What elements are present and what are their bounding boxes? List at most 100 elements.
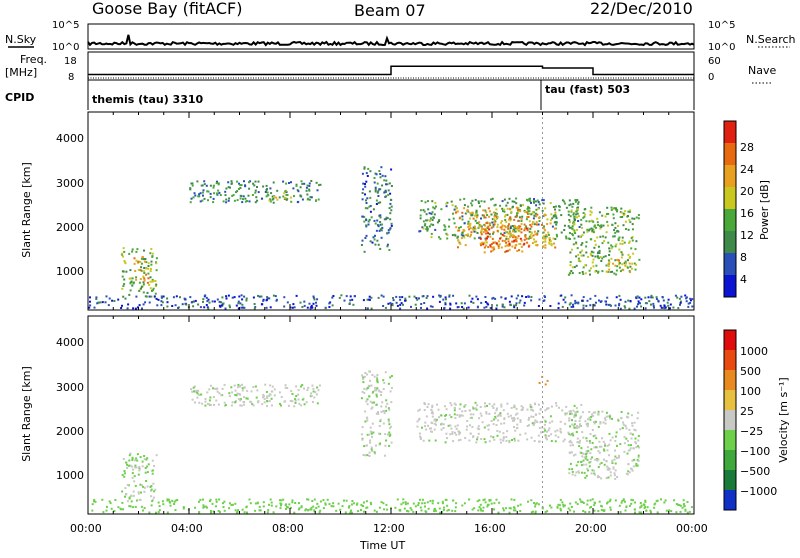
- scatter-cell: [155, 297, 158, 300]
- scatter-cell: [132, 490, 135, 493]
- scatter-cell: [643, 503, 646, 506]
- scatter-cell: [404, 299, 406, 302]
- power-ytick-3000: 3000: [56, 177, 84, 190]
- scatter-cell: [515, 206, 518, 209]
- scatter-cell: [200, 184, 203, 187]
- scatter-cell: [142, 283, 145, 286]
- scatter-cell: [535, 221, 538, 224]
- scatter-cell: [527, 237, 530, 240]
- scatter-cell: [217, 403, 220, 406]
- scatter-cell: [546, 510, 549, 513]
- scatter-cell: [621, 236, 624, 239]
- scatter-cell: [614, 222, 617, 225]
- scatter-cell: [655, 500, 658, 503]
- scatter-cell: [515, 230, 518, 233]
- scatter-cell: [582, 273, 585, 275]
- scatter-cell: [227, 186, 230, 189]
- scatter-cell: [563, 229, 566, 231]
- scatter-cell: [523, 242, 526, 245]
- scatter-cell: [161, 301, 164, 304]
- scatter-cell: [239, 399, 242, 402]
- scatter-cell: [619, 307, 622, 310]
- scatter-cell: [476, 214, 479, 217]
- scatter-cell: [424, 425, 426, 428]
- scatter-cell: [271, 195, 274, 198]
- scatter-cell: [266, 405, 268, 408]
- scatter-cell: [190, 197, 193, 200]
- scatter-cell: [608, 268, 611, 271]
- scatter-cell: [587, 469, 589, 472]
- scatter-cell: [598, 451, 601, 454]
- scatter-cell: [454, 211, 457, 214]
- scatter-cell: [507, 245, 510, 247]
- scatter-cell: [215, 399, 218, 402]
- scatter-cell: [257, 400, 260, 403]
- scatter-cell: [134, 466, 137, 469]
- scatter-cell: [379, 173, 382, 175]
- scatter-cell: [575, 407, 578, 410]
- scatter-cell: [582, 254, 585, 257]
- scatter-cell: [609, 303, 612, 306]
- scatter-cell: [370, 503, 373, 506]
- scatter-cell: [305, 186, 308, 189]
- scatter-cell: [610, 206, 613, 209]
- power-cbar-tick-20: 20: [740, 185, 754, 198]
- scatter-cell: [422, 295, 425, 298]
- scatter-cell: [265, 195, 268, 198]
- scatter-cell: [417, 409, 420, 412]
- scatter-cell: [597, 245, 600, 248]
- scatter-cell: [445, 298, 447, 301]
- scatter-cell: [563, 224, 566, 227]
- scatter-cell: [579, 498, 582, 501]
- scatter-cell: [278, 499, 281, 502]
- scatter-cell: [489, 223, 492, 226]
- scatter-cell: [258, 509, 261, 512]
- scatter-cell: [581, 455, 584, 458]
- scatter-cell: [600, 226, 603, 228]
- velocity-cbar-tick-m1000: −1000: [740, 485, 777, 498]
- freq-trace: [88, 65, 694, 76]
- scatter-cell: [607, 265, 610, 268]
- scatter-cell: [218, 191, 221, 194]
- scatter-cell: [474, 219, 477, 222]
- scatter-cell: [559, 507, 562, 510]
- scatter-cell: [577, 259, 580, 262]
- scatter-cell: [528, 424, 530, 427]
- scatter-cell: [519, 204, 522, 207]
- scatter-cell: [123, 260, 126, 262]
- scatter-cell: [597, 413, 600, 415]
- scatter-cell: [639, 502, 642, 504]
- scatter-cell: [361, 192, 364, 194]
- scatter-cell: [394, 506, 397, 509]
- scatter-cell: [476, 298, 479, 301]
- scatter-cell: [404, 501, 407, 504]
- scatter-cell: [599, 235, 602, 238]
- scatter-cell: [301, 398, 304, 401]
- scatter-cell: [513, 509, 515, 512]
- scatter-cell: [324, 307, 327, 310]
- scatter-cell: [626, 266, 629, 269]
- scatter-cell: [223, 401, 226, 404]
- scatter-cell: [117, 506, 120, 509]
- scatter-cell: [130, 280, 133, 283]
- scatter-cell: [328, 503, 331, 506]
- scatter-cell: [556, 221, 558, 224]
- scatter-cell: [517, 210, 520, 213]
- scatter-cell: [252, 404, 255, 407]
- scatter-cell: [639, 506, 642, 509]
- scatter-cell: [464, 437, 467, 439]
- scatter-cell: [459, 431, 462, 434]
- scatter-cell: [634, 268, 637, 271]
- scatter-cell: [486, 424, 489, 427]
- scatter-cell: [388, 249, 391, 251]
- scatter-cell: [439, 511, 442, 514]
- scatter-cell: [489, 235, 492, 238]
- scatter-cell: [621, 216, 624, 218]
- scatter-cell: [592, 265, 595, 268]
- scatter-cell: [208, 388, 211, 391]
- scatter-cell: [218, 498, 221, 501]
- scatter-cell: [564, 301, 567, 304]
- scatter-cell: [633, 307, 636, 310]
- scatter-cell: [458, 226, 461, 229]
- scatter-cell: [371, 401, 374, 404]
